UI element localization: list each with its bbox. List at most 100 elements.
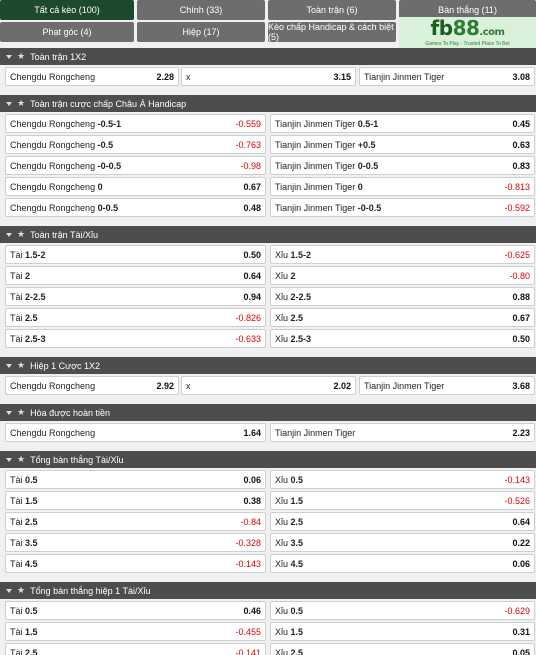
collapse-caret-icon[interactable] [6,101,12,106]
section-title: Tổng bàn thắng Tài/Xỉu [30,454,124,465]
odds-button[interactable]: Xỉu 0.5 -0.143 [270,470,535,489]
odds-button[interactable]: Chengdu Rongcheng 1.64 [5,423,266,442]
odds-button[interactable]: Tài 3.5 -0.328 [5,533,266,552]
odds-value: 0.46 [243,605,261,616]
collapse-caret-icon[interactable] [6,54,12,59]
odds-value: -0.592 [504,202,530,213]
odds-button[interactable]: Chengdu Rongcheng -0.5-1 -0.559 [5,114,266,133]
odds-value: -0.80 [509,270,530,281]
tab-main[interactable]: Chính (33) [137,0,265,20]
section-header[interactable]: ★ Hòa được hoàn tiền [0,404,536,421]
odds-value: -0.629 [504,605,530,616]
odds-button[interactable]: Xỉu 1.5-2 -0.625 [270,245,535,264]
selection-name: Chengdu Rongcheng [10,118,96,129]
selection-label: Tài 2.5 [10,648,235,655]
odds-row: Chengdu Rongcheng 2.28 x 3.15 Tianjin Jinmen… [0,67,536,88]
favorite-star-icon[interactable]: ★ [17,360,26,370]
section-header[interactable]: ★ Hiệp 1 Cược 1X2 [0,357,536,374]
odds-value: 3.68 [512,380,530,391]
tab-full-match[interactable]: Toàn trận (6) [268,0,396,20]
selection-label: Chengdu Rongcheng 0 [10,182,243,192]
handicap-line: -0-0.5 [357,202,382,213]
odds-button[interactable]: Xỉu 2-2.5 0.88 [270,287,535,306]
collapse-caret-icon[interactable] [6,363,12,368]
odds-button[interactable]: Tianjin Jinmen Tiger 0-0.5 0.83 [270,156,535,175]
section-header[interactable]: ★ Toàn trận cược chấp Châu Á Handicap [0,95,536,112]
odds-button[interactable]: Tài 2 0.64 [5,266,266,285]
odds-button[interactable]: Xỉu 1.5 0.31 [270,622,535,641]
odds-button[interactable]: Tianjin Jinmen Tiger 3.08 [359,67,535,86]
odds-button[interactable]: Tài 1.5 0.38 [5,491,266,510]
odds-button[interactable]: Tianjin Jinmen Tiger -0-0.5 -0.592 [270,198,535,217]
odds-value: 3.15 [333,71,351,82]
odds-value: -0.526 [504,495,530,506]
odds-button[interactable]: Xỉu 3.5 0.22 [270,533,535,552]
odds-value: -0.826 [235,312,261,323]
selection-name: Chengdu Rongcheng [10,427,96,438]
section-header[interactable]: ★ Toàn trận Tài/Xỉu [0,226,536,243]
section-header[interactable]: ★ Toàn trận 1X2 [0,48,536,65]
collapse-caret-icon[interactable] [6,457,12,462]
odds-value: 0.50 [512,333,530,344]
fb88-logo[interactable]: fb88.com Games To Play · Trusted Place T… [399,17,536,48]
favorite-star-icon[interactable]: ★ [17,51,26,61]
odds-button[interactable]: Tài 1.5 -0.455 [5,622,266,641]
collapse-caret-icon[interactable] [6,232,12,237]
selection-name: Xỉu [275,626,289,637]
selection-name: Tài [10,333,23,344]
odds-button[interactable]: Tianjin Jinmen Tiger +0.5 0.63 [270,135,535,154]
odds-button[interactable]: Tài 2.5 -0.141 [5,643,266,655]
collapse-caret-icon[interactable] [6,410,12,415]
tab-corners[interactable]: Phạt góc (4) [0,22,134,42]
favorite-star-icon[interactable]: ★ [17,229,26,239]
odds-button[interactable]: Tài 2.5 -0.826 [5,308,266,327]
odds-button[interactable]: x 3.15 [181,67,356,86]
favorite-star-icon[interactable]: ★ [17,407,26,417]
market-section: ★ Toàn trận cược chấp Châu Á Handicap Chen… [0,95,536,219]
odds-button[interactable]: Xỉu 2.5 0.05 [270,643,535,655]
selection-name: Xỉu [275,291,289,302]
odds-button[interactable]: Tài 2.5-3 -0.633 [5,329,266,348]
odds-button[interactable]: Tianjin Jinmen Tiger 0.5-1 0.45 [270,114,535,133]
tab-half[interactable]: Hiệp (17) [137,22,265,42]
tab-handicap[interactable]: Kèo chấp Handicap & cách biệt (5) [268,22,396,42]
odds-button[interactable]: Chengdu Rongcheng 0-0.5 0.48 [5,198,266,217]
handicap-line: 4.5 [290,558,304,569]
selection-label: Chengdu Rongcheng [10,381,156,391]
odds-button[interactable]: Chengdu Rongcheng -0-0.5 -0.98 [5,156,266,175]
odds-button[interactable]: Tài 4.5 -0.143 [5,554,266,573]
selection-name: x [186,380,191,391]
selection-name: Xỉu [275,647,289,655]
odds-button[interactable]: Tài 1.5-2 0.50 [5,245,266,264]
odds-button[interactable]: Tianjin Jinmen Tiger 0 -0.813 [270,177,535,196]
odds-button[interactable]: Xỉu 2.5 0.64 [270,512,535,531]
odds-button[interactable]: Xỉu 4.5 0.06 [270,554,535,573]
odds-button[interactable]: Chengdu Rongcheng 0 0.67 [5,177,266,196]
collapse-caret-icon[interactable] [6,588,12,593]
odds-button[interactable]: x 2.02 [181,376,356,395]
handicap-line: 0 [97,181,103,192]
selection-name: Xỉu [275,474,289,485]
odds-button[interactable]: Xỉu 2.5 0.67 [270,308,535,327]
odds-button[interactable]: Tianjin Jinmen Tiger 2.23 [270,423,535,442]
favorite-star-icon[interactable]: ★ [17,454,26,464]
section-header[interactable]: ★ Tổng bàn thắng Tài/Xỉu [0,451,536,468]
favorite-star-icon[interactable]: ★ [17,585,26,595]
tab-goals[interactable]: Bàn thắng (11) [399,0,536,20]
odds-button[interactable]: Chengdu Rongcheng -0.5 -0.763 [5,135,266,154]
odds-button[interactable]: Chengdu Rongcheng 2.28 [5,67,179,86]
odds-button[interactable]: Xỉu 0.5 -0.629 [270,601,535,620]
section-header[interactable]: ★ Tổng bàn thắng hiệp 1 Tài/Xỉu [0,582,536,599]
tab-all-markets[interactable]: Tất cả kèo (100) [0,0,134,20]
selection-label: Xỉu 2-2.5 [275,292,512,302]
odds-button[interactable]: Tianjin Jinmen Tiger 3.68 [359,376,535,395]
favorite-star-icon[interactable]: ★ [17,98,26,108]
odds-button[interactable]: Xỉu 2 -0.80 [270,266,535,285]
odds-button[interactable]: Tài 2-2.5 0.94 [5,287,266,306]
odds-button[interactable]: Tài 0.5 0.06 [5,470,266,489]
odds-button[interactable]: Xỉu 2.5-3 0.50 [270,329,535,348]
odds-button[interactable]: Xỉu 1.5 -0.526 [270,491,535,510]
odds-button[interactable]: Tài 2.5 -0.84 [5,512,266,531]
odds-button[interactable]: Tài 0.5 0.46 [5,601,266,620]
odds-button[interactable]: Chengdu Rongcheng 2.92 [5,376,179,395]
